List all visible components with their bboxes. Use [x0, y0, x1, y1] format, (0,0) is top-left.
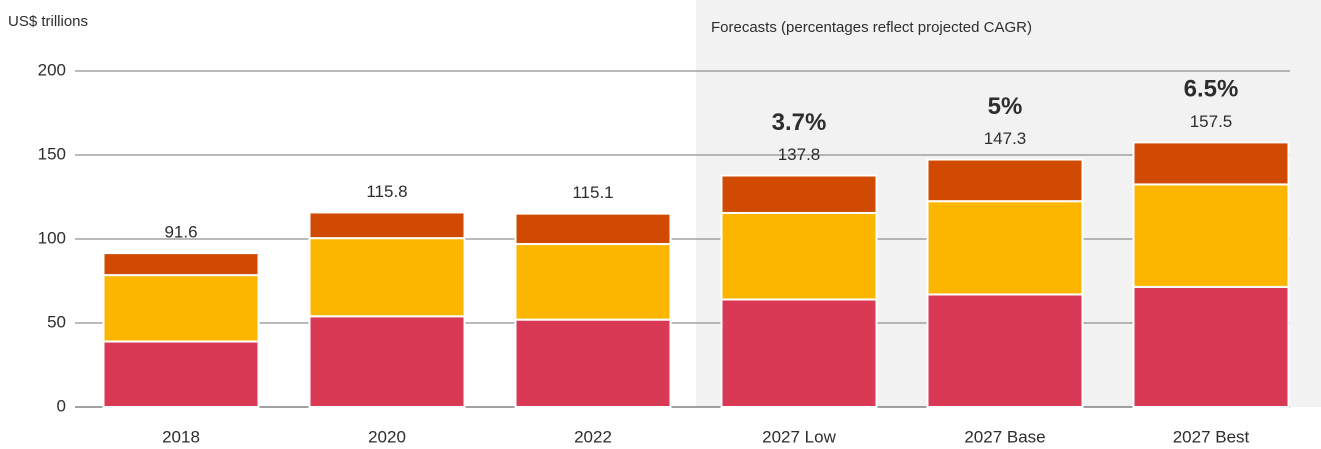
bar-segment: [514, 243, 672, 321]
cagr-label: 3.7%: [772, 109, 827, 136]
x-tick-label: 2022: [574, 427, 612, 446]
bar-segment: [1132, 285, 1290, 409]
forecast-label: Forecasts (percentages reflect projected…: [711, 19, 1032, 36]
bar-segment: [720, 211, 878, 301]
total-label: 115.1: [572, 183, 613, 202]
bar-segment: [102, 252, 260, 277]
y-tick-label: 150: [38, 144, 66, 163]
total-label: 91.6: [164, 223, 197, 242]
x-tick-label: 2027 Low: [762, 427, 836, 446]
y-axis-label: US$ trillions: [8, 13, 88, 30]
y-tick-label: 0: [57, 396, 66, 415]
bar-segment: [720, 174, 878, 214]
bar-segment: [102, 274, 260, 343]
bar-segment: [514, 212, 672, 246]
x-tick-label: 2018: [162, 427, 200, 446]
x-tick-label: 2020: [368, 427, 406, 446]
total-label: 137.8: [778, 145, 821, 164]
bar-segment: [514, 318, 672, 409]
total-label: 147.3: [984, 129, 1027, 148]
bar-segment: [720, 298, 878, 409]
bar-segment: [926, 200, 1084, 296]
total-label: 157.5: [1190, 112, 1233, 131]
bar-segment: [308, 237, 466, 318]
total-label: 115.8: [366, 182, 407, 201]
bar-segment: [1132, 141, 1290, 186]
y-tick-label: 200: [38, 60, 66, 79]
bar-segment: [102, 340, 260, 409]
y-tick-label: 50: [47, 312, 66, 331]
cagr-label: 6.5%: [1184, 76, 1239, 103]
bar-segment: [926, 158, 1084, 203]
cagr-label: 5%: [988, 93, 1023, 120]
x-tick-label: 2027 Base: [964, 427, 1045, 446]
x-tick-label: 2027 Best: [1173, 427, 1250, 446]
bar-segment: [308, 211, 466, 240]
y-tick-label: 100: [38, 228, 66, 247]
bar-segment: [308, 315, 466, 408]
bar-segment: [926, 293, 1084, 408]
bar-segment: [1132, 183, 1290, 288]
